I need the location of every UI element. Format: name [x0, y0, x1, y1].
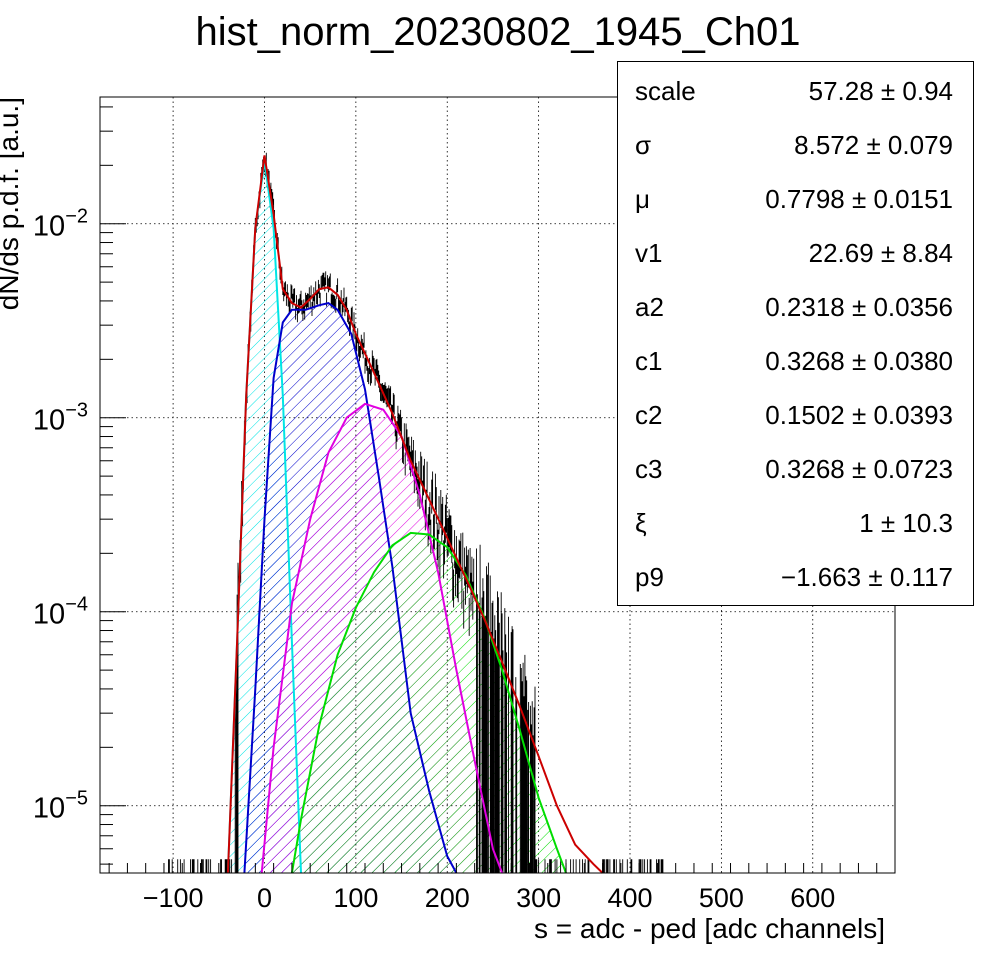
- stat-name: σ: [635, 130, 652, 160]
- stat-name: scale: [635, 76, 696, 106]
- stat-row: p9 −1.663 ± 0.117: [618, 548, 973, 602]
- stat-value: 57.28 ± 0.94: [808, 76, 953, 106]
- component-curve-4: [226, 155, 604, 874]
- x-tick-label: 400: [607, 883, 652, 913]
- stat-name: p9: [635, 562, 664, 592]
- stat-value: 0.3268 ± 0.0380: [765, 346, 953, 376]
- x-axis-label: s = adc - ped [adc channels]: [534, 913, 885, 944]
- y-tick-label: 10−5: [33, 788, 88, 825]
- y-tick-label: 10−2: [33, 206, 88, 243]
- stat-name: ξ: [635, 508, 647, 538]
- component-curve-2: [260, 402, 504, 874]
- x-tick-label: 100: [333, 883, 378, 913]
- stat-row: μ 0.7798 ± 0.0151: [618, 170, 973, 224]
- tick-marks: [100, 106, 896, 873]
- component-fills: [227, 161, 566, 874]
- component-curve-3: [290, 531, 567, 874]
- stat-value: 8.572 ± 0.079: [794, 130, 953, 160]
- stat-value: −1.663 ± 0.117: [780, 562, 953, 592]
- x-tick-label: 200: [425, 883, 470, 913]
- stat-name: c2: [635, 400, 663, 430]
- stat-row: scale 57.28 ± 0.94: [618, 62, 973, 116]
- stat-value: 1 ± 10.3: [859, 508, 953, 538]
- x-tick-label: −100: [143, 883, 204, 913]
- stat-row: v1 22.69 ± 8.84: [618, 224, 973, 278]
- stat-name: μ: [635, 184, 650, 214]
- x-tick-label: 300: [516, 883, 561, 913]
- component-curves: [226, 155, 604, 874]
- chart-title: hist_norm_20230802_1945_Ch01: [195, 10, 801, 54]
- stat-row: a2 0.2318 ± 0.0356: [618, 278, 973, 332]
- stat-row: c1 0.3268 ± 0.0380: [618, 332, 973, 386]
- stat-value: 0.1502 ± 0.0393: [765, 400, 953, 430]
- stat-value: 22.69 ± 8.84: [808, 238, 953, 268]
- stat-value: 0.2318 ± 0.0356: [765, 292, 953, 322]
- stat-value: 0.7798 ± 0.0151: [765, 184, 953, 214]
- y-tick-label: 10−4: [33, 594, 88, 631]
- y-axis-label: dN/ds p.d.f. [a.u.]: [0, 97, 24, 310]
- x-tick-label: 500: [699, 883, 744, 913]
- stat-row: c2 0.1502 ± 0.0393: [618, 386, 973, 440]
- stat-name: a2: [635, 292, 664, 322]
- stat-name: c3: [635, 454, 663, 484]
- component-curve-1: [243, 302, 458, 874]
- stat-name: c1: [635, 346, 663, 376]
- stat-row: ξ 1 ± 10.3: [618, 494, 973, 548]
- stat-row: σ 8.572 ± 0.079: [618, 116, 973, 170]
- x-tick-label: 600: [790, 883, 835, 913]
- fit-stats-box: scale 57.28 ± 0.94 σ 8.572 ± 0.079 μ 0.7798 ±…: [617, 61, 974, 606]
- stat-row: c3 0.3268 ± 0.0723: [618, 440, 973, 494]
- stat-value: 0.3268 ± 0.0723: [765, 454, 953, 484]
- y-tick-label: 10−3: [33, 400, 88, 437]
- tick-labels: −100 0 100 200 300 400 500 600 10−5 10−4 10−3 10−2: [33, 206, 835, 913]
- x-tick-label: 0: [257, 883, 272, 913]
- stat-name: v1: [635, 238, 663, 268]
